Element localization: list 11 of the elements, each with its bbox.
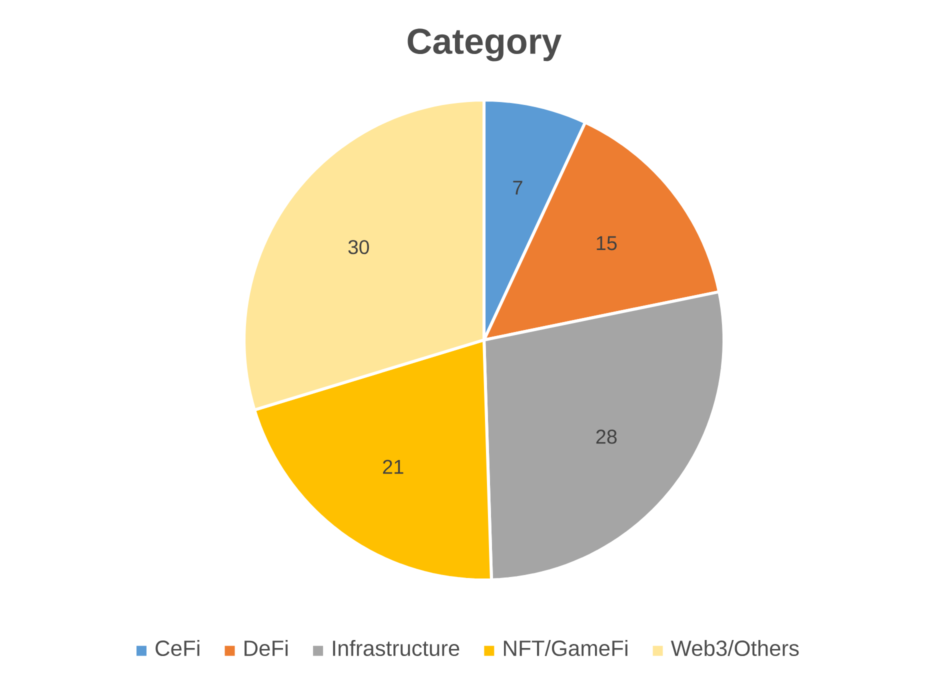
legend-label: Infrastructure — [333, 640, 460, 656]
legend-label: Web3/Others — [670, 640, 799, 656]
data-label: 30 — [348, 240, 369, 254]
data-label: 28 — [596, 430, 617, 444]
legend-label: NFT/GameFi — [504, 640, 628, 656]
data-label: 7 — [513, 180, 522, 195]
data-label: 15 — [596, 236, 617, 250]
legend-label: DeFi — [244, 640, 288, 656]
data-label: 21 — [383, 460, 404, 474]
legend-label: CeFi — [156, 640, 200, 656]
chart-title: Category — [408, 28, 562, 62]
